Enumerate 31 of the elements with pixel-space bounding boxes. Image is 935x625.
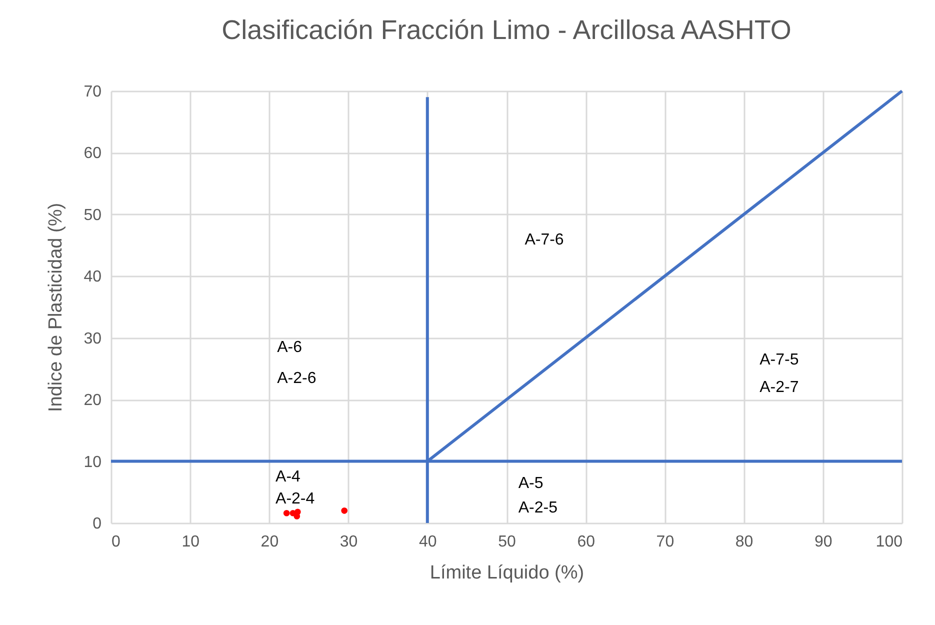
x-tick-label: 10 (182, 534, 200, 550)
y-tick-label: 60 (84, 145, 102, 162)
x-tick-label: 20 (260, 534, 279, 550)
x-tick-label: 50 (498, 534, 516, 550)
x-tick-label: 40 (419, 534, 437, 550)
annotation: A-6 (277, 339, 302, 356)
x-tick-label: 80 (735, 534, 754, 550)
annotation: A-2-5 (518, 500, 558, 517)
y-tick-label: 20 (84, 392, 102, 410)
x-tick-label: 30 (340, 534, 358, 550)
annotation: A-4 (276, 468, 301, 486)
annotation: A-7-5 (760, 351, 799, 368)
y-tick-label: 10 (84, 454, 102, 471)
annotation: A-2-4 (276, 490, 315, 508)
x-tick-label: 60 (577, 534, 596, 550)
x-tick-label: 0 (112, 534, 120, 550)
y-axis-title: Indice de Plasticidad (%) (46, 202, 67, 412)
chart-title: Clasificación Fracción Limo - Arcillosa AASHTO (222, 15, 792, 45)
x-tick-label: 100 (876, 534, 903, 550)
y-tick-label: 70 (84, 84, 102, 100)
y-tick-label: 30 (84, 330, 102, 348)
x-tick-label: 70 (656, 534, 674, 550)
annotation: A-5 (518, 474, 544, 492)
annotation: A-2-7 (760, 379, 799, 396)
annotation: A-2-6 (277, 370, 316, 387)
x-axis-title: Límite Líquido (%) (430, 562, 584, 584)
y-tick-label: 50 (84, 206, 102, 224)
annotation: A-7-6 (524, 232, 564, 249)
y-tick-label: 0 (92, 516, 102, 532)
x-tick-label: 90 (814, 534, 832, 550)
y-tick-label: 40 (84, 268, 102, 286)
